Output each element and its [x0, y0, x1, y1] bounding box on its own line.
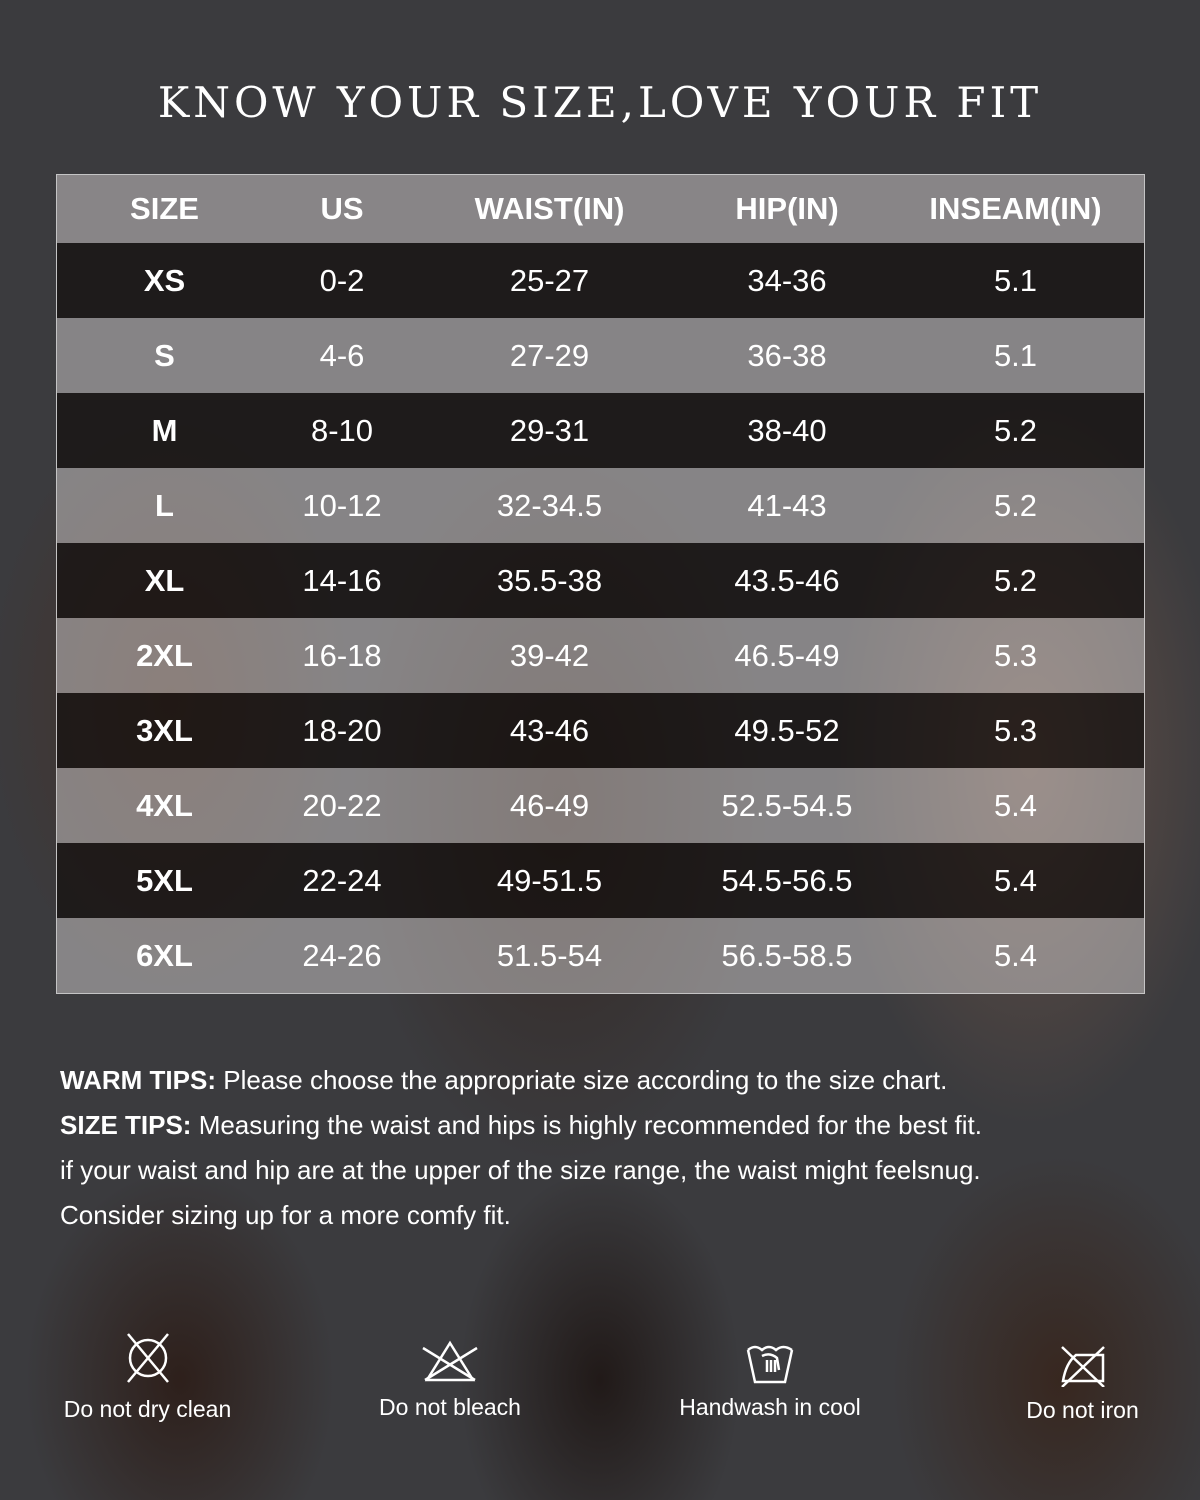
cell-hip: 52.5-54.5: [721, 787, 853, 823]
cell-size: 2XL: [136, 637, 193, 673]
table-row: S 4-6 27-29 36-38 5.1: [57, 318, 1144, 393]
care-label: Handwash in cool: [679, 1394, 861, 1420]
cell-hip: 49.5-52: [734, 712, 840, 748]
care-no-bleach: Do not bleach: [350, 1340, 550, 1421]
cell-us: 16-18: [302, 637, 382, 673]
cell-waist: 29-31: [509, 412, 590, 448]
handwash-icon: [746, 1345, 794, 1384]
cell-waist: 49-51.5: [496, 862, 603, 898]
cell-inseam: 5.2: [993, 562, 1038, 598]
cell-us: 22-24: [302, 862, 382, 898]
cell-hip: 36-38: [747, 337, 827, 373]
header-us: US: [320, 191, 364, 226]
tips-line-4: Consider sizing up for a more comfy fit.: [60, 1200, 511, 1230]
cell-us: 20-22: [302, 787, 382, 823]
size-chart-table: SIZE US WAIST(IN) HIP(IN) INSEAM(IN) XS 0…: [56, 174, 1145, 994]
page-title: KNOW YOUR SIZE,LOVE YOUR FIT: [157, 78, 1043, 127]
tips-section: WARM TIPS: Please choose the appropriate…: [60, 1058, 1160, 1238]
cell-size: 4XL: [136, 787, 193, 823]
table-row: 4XL 20-22 46-49 52.5-54.5 5.4: [57, 768, 1144, 843]
cell-inseam: 5.4: [993, 937, 1038, 973]
care-no-dry-clean: Do not dry clean: [40, 1330, 255, 1423]
cell-waist: 43-46: [509, 712, 590, 748]
cell-inseam: 5.3: [993, 712, 1038, 748]
cell-inseam: 5.3: [993, 637, 1038, 673]
cell-us: 18-20: [302, 712, 382, 748]
table-header: SIZE US WAIST(IN) HIP(IN) INSEAM(IN): [57, 175, 1144, 243]
table-row: 6XL 24-26 51.5-54 56.5-58.5 5.4: [57, 918, 1144, 993]
cell-hip: 41-43: [747, 487, 827, 523]
cell-inseam: 5.1: [993, 337, 1038, 373]
care-label: Do not dry clean: [63, 1396, 232, 1422]
table-row: L 10-12 32-34.5 41-43 5.2: [57, 468, 1144, 543]
cell-waist: 51.5-54: [496, 937, 603, 973]
cell-waist: 32-34.5: [496, 487, 603, 523]
cell-inseam: 5.4: [993, 862, 1038, 898]
tips-line-3: if your waist and hip are at the upper o…: [60, 1155, 981, 1185]
cell-hip: 38-40: [747, 412, 827, 448]
cell-inseam: 5.2: [993, 487, 1038, 523]
care-label: Do not iron: [1026, 1397, 1139, 1423]
cell-waist: 25-27: [509, 262, 590, 298]
cell-size: M: [151, 412, 178, 448]
care-handwash: Handwash in cool: [660, 1342, 880, 1421]
cell-us: 10-12: [302, 487, 382, 523]
cell-size: L: [155, 487, 174, 523]
care-no-iron: Do not iron: [1000, 1345, 1165, 1424]
care-label: Do not bleach: [379, 1394, 521, 1420]
size-tips-text: Measuring the waist and hips is highly r…: [191, 1110, 982, 1140]
no-iron-icon: [1060, 1346, 1105, 1387]
warm-tips-label: WARM TIPS:: [60, 1065, 216, 1095]
cell-waist: 35.5-38: [496, 562, 603, 598]
table-row: XL 14-16 35.5-38 43.5-46 5.2: [57, 543, 1144, 618]
cell-hip: 43.5-46: [734, 562, 840, 598]
cell-waist: 46-49: [509, 787, 590, 823]
table-row: 2XL 16-18 39-42 46.5-49 5.3: [57, 618, 1144, 693]
cell-size: XL: [144, 562, 185, 598]
no-dry-clean-icon: [126, 1333, 169, 1383]
cell-hip: 54.5-56.5: [721, 862, 853, 898]
cell-hip: 56.5-58.5: [721, 937, 853, 973]
cell-us: 8-10: [310, 412, 374, 448]
cell-waist: 39-42: [509, 637, 590, 673]
header-size: SIZE: [130, 191, 199, 226]
cell-us: 4-6: [319, 337, 365, 373]
warm-tips-text: Please choose the appropriate size accor…: [216, 1065, 948, 1095]
cell-us: 14-16: [302, 562, 382, 598]
cell-size: 6XL: [136, 937, 193, 973]
cell-us: 24-26: [302, 937, 382, 973]
no-bleach-icon: [422, 1340, 478, 1382]
header-waist: WAIST(IN): [474, 191, 625, 226]
cell-size: XS: [143, 262, 186, 298]
table-row: M 8-10 29-31 38-40 5.2: [57, 393, 1144, 468]
header-inseam: INSEAM(IN): [929, 191, 1102, 226]
cell-inseam: 5.4: [993, 787, 1038, 823]
cell-hip: 34-36: [747, 262, 827, 298]
cell-waist: 27-29: [509, 337, 590, 373]
size-tips-label: SIZE TIPS:: [60, 1110, 192, 1140]
cell-inseam: 5.1: [993, 262, 1038, 298]
cell-us: 0-2: [319, 262, 365, 298]
table-row: 3XL 18-20 43-46 49.5-52 5.3: [57, 693, 1144, 768]
cell-size: 5XL: [136, 862, 193, 898]
cell-size: 3XL: [136, 712, 193, 748]
cell-size: S: [154, 337, 175, 373]
header-hip: HIP(IN): [735, 191, 839, 226]
cell-hip: 46.5-49: [734, 637, 840, 673]
cell-inseam: 5.2: [993, 412, 1038, 448]
table-row: 5XL 22-24 49-51.5 54.5-56.5 5.4: [57, 843, 1144, 918]
table-row: XS 0-2 25-27 34-36 5.1: [57, 243, 1144, 318]
